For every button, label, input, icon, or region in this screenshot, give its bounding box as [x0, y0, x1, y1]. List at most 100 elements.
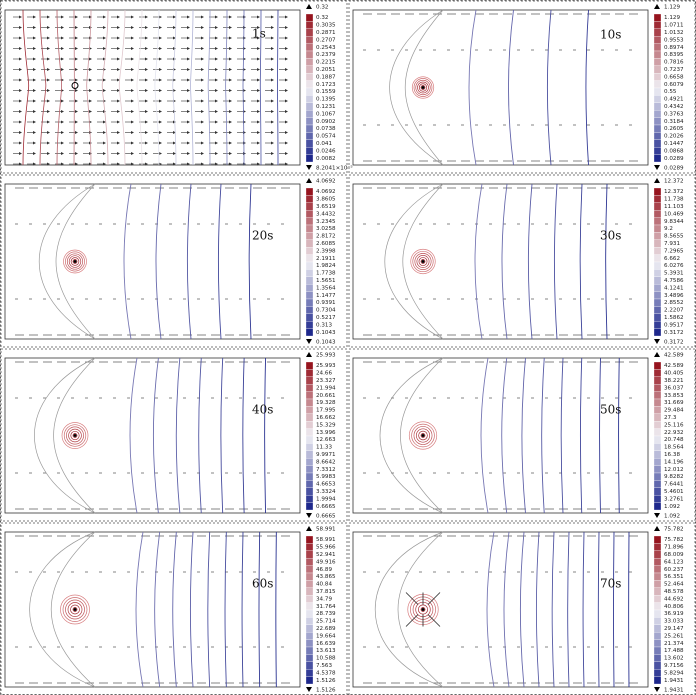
vector-head: [47, 68, 50, 71]
colorbar-segment: [653, 36, 662, 44]
contour: [415, 428, 431, 443]
colorbar-segment: [305, 210, 314, 218]
colorbar-segment: [305, 495, 314, 503]
vector-head: [257, 89, 260, 92]
colorbar-label: 11.33: [316, 445, 332, 451]
colorbar-segment: [305, 58, 314, 66]
vector-head: [215, 89, 218, 92]
colorbar-segment: [653, 580, 662, 588]
vector-head: [47, 120, 50, 124]
colorbar-segment: [305, 587, 314, 596]
vector-head: [47, 26, 50, 29]
colorbar-segment: [653, 617, 662, 625]
min-arrow: [654, 339, 660, 344]
colorbar-label: 1.0711: [664, 23, 684, 29]
colorbar-segment: [305, 391, 314, 400]
colorbar-segment: [305, 124, 314, 133]
vector-head: [257, 36, 260, 40]
colorbar-label: 58.991: [316, 537, 336, 543]
contour: [519, 531, 525, 688]
colorbar-label: 0.5217: [316, 315, 336, 321]
vector-head: [201, 57, 204, 61]
max-label: 4.0692: [316, 179, 336, 185]
contour: [66, 253, 84, 270]
vector-head: [229, 162, 232, 166]
vector-head: [173, 162, 176, 166]
source: [73, 260, 77, 263]
contour: [56, 9, 62, 166]
plot-area: [4, 531, 301, 688]
colorbar-label: 0.1395: [316, 97, 336, 103]
colorbar-segment: [653, 313, 662, 322]
vector-head: [19, 15, 22, 19]
colorbar-segment: [305, 139, 314, 148]
time-label: 60s: [252, 577, 273, 591]
vector-head: [159, 47, 162, 50]
colorbar-label: 19.328: [316, 400, 336, 406]
colorbar-label: 0.0246: [316, 148, 336, 154]
colorbar-segment: [305, 50, 314, 59]
panel-border: [348, 522, 696, 695]
vector-head: [257, 131, 260, 134]
contour: [29, 531, 96, 688]
source: [421, 434, 425, 437]
vector-head: [257, 162, 260, 166]
vector-head: [19, 120, 22, 124]
vector-head: [285, 131, 288, 134]
vector-head: [243, 78, 246, 82]
colorbar-segment: [653, 276, 662, 285]
colorbar-segment: [305, 654, 314, 662]
colorbar-label: 16.662: [316, 415, 336, 421]
colorbar-label: 9.7156: [664, 663, 684, 669]
vector-head: [187, 36, 190, 40]
colorbar-label: 7.2965: [664, 248, 684, 254]
vector-head: [159, 26, 162, 29]
colorbar-segment: [653, 232, 662, 240]
colorbar-segment: [305, 487, 314, 496]
colorbar-segment: [653, 110, 662, 118]
colorbar-segment: [305, 384, 314, 392]
contour: [508, 9, 514, 166]
time-label: 50s: [600, 403, 621, 417]
colorbar-label: 0.6079: [664, 82, 684, 88]
colorbar-segment: [653, 254, 662, 263]
colorbar-segment: [305, 413, 314, 422]
colorbar-segment: [653, 595, 662, 603]
contour: [408, 421, 438, 450]
vector-head: [75, 99, 78, 103]
colorbar-label: 23.327: [316, 378, 336, 384]
contour: [480, 357, 489, 514]
colorbar-segment: [305, 550, 314, 559]
vector-head: [159, 152, 162, 155]
colorbar-label: 20.661: [316, 393, 336, 399]
colorbar-label: 1.9431: [664, 678, 684, 684]
colorbar-label: 9.8344: [664, 219, 684, 225]
colorbar-segment: [305, 313, 314, 322]
contour: [155, 183, 162, 340]
vector-head: [145, 162, 148, 166]
vector-head: [61, 141, 64, 145]
vector-head: [173, 78, 176, 82]
vector-head: [19, 68, 22, 71]
colorbar-label: 12.012: [664, 467, 684, 473]
colorbar-segment: [305, 669, 314, 677]
colorbar-segment: [653, 28, 662, 37]
vector-head: [159, 162, 162, 166]
colorbar-label: 10.588: [316, 656, 336, 662]
colorbar-segment: [653, 443, 662, 451]
vector: [405, 592, 419, 605]
vector-head: [61, 57, 64, 61]
min-arrow: [654, 165, 660, 170]
colorbar-segment: [653, 465, 662, 474]
vector-head: [47, 152, 50, 155]
vector-head: [201, 131, 204, 134]
vector-head: [271, 78, 274, 82]
colorbar-label: 0.4342: [664, 104, 684, 110]
colorbar-segment: [305, 284, 314, 292]
vector-head: [257, 141, 260, 145]
vector-head: [285, 15, 288, 19]
colorbar-label: 7.563: [316, 663, 332, 669]
colorbar-label: 5.3931: [664, 271, 684, 277]
vector-head: [173, 15, 176, 19]
